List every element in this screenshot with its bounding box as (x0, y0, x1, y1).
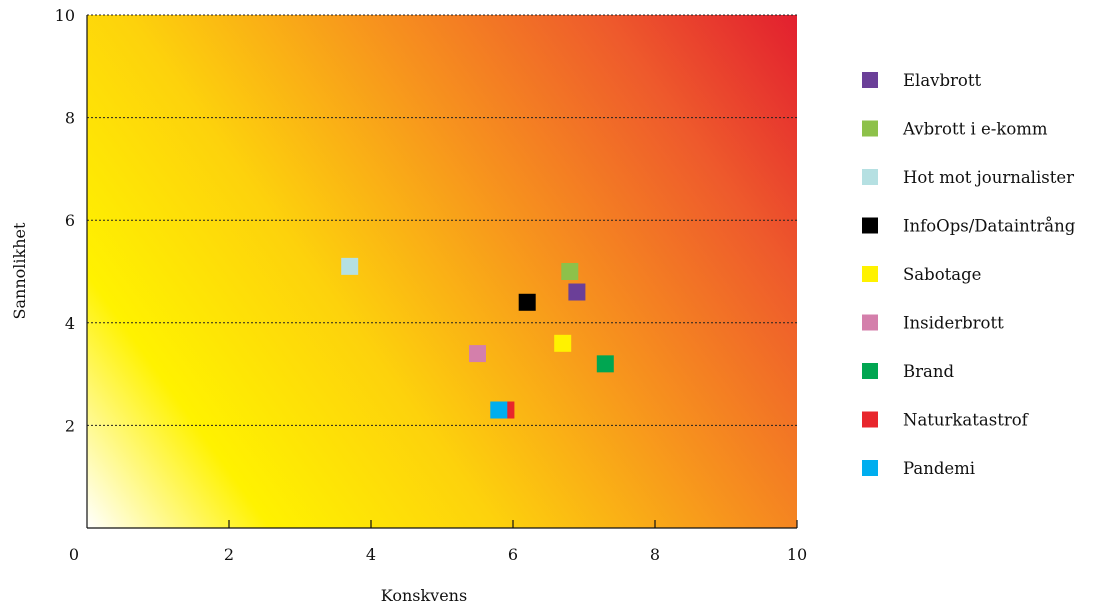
point-5 (469, 345, 486, 363)
x-tick-label-4: 8 (650, 545, 660, 564)
legend-swatch-5 (862, 314, 878, 331)
legend-swatch-8 (862, 460, 878, 476)
y-tick-label-2: 6 (65, 211, 75, 230)
point-0 (568, 283, 586, 301)
legend: Elavbrott Avbrott i e-komm Hot mot journal… (862, 71, 1076, 478)
legend-label-7: Naturkatastrof (903, 411, 1030, 430)
point-4 (554, 334, 572, 352)
legend-swatch-6 (862, 363, 878, 379)
legend-label-4: Sabotage (903, 265, 981, 284)
legend-label-3: InfoOps/Dataintrång (903, 217, 1076, 236)
legend-swatch-1 (862, 120, 878, 137)
y-tick-label-3: 8 (65, 109, 75, 128)
legend-label-1: Avbrott i e-komm (902, 120, 1048, 139)
plot-background (87, 15, 797, 528)
point-1 (561, 263, 579, 280)
x-tick-label-1: 2 (224, 545, 234, 564)
legend-swatch-4 (862, 266, 878, 282)
point-3 (518, 293, 536, 311)
legend-swatch-0 (862, 72, 878, 88)
data-points (341, 257, 614, 419)
point-8 (490, 401, 508, 419)
x-tick-label-0: 0 (69, 545, 79, 564)
legend-label-6: Brand (903, 362, 954, 381)
y-tick-label-0: 2 (65, 416, 75, 435)
legend-label-8: Pandemi (903, 459, 975, 478)
legend-swatch-2 (862, 169, 878, 185)
legend-label-2: Hot mot journalister (903, 168, 1074, 187)
legend-label-0: Elavbrott (903, 71, 981, 90)
y-tick-label-1: 4 (65, 314, 75, 333)
point-6 (596, 355, 614, 373)
point-2 (341, 257, 359, 275)
x-axis-title: Konskvens (381, 586, 467, 605)
x-tick-label-5: 10 (787, 545, 807, 564)
y-tick-label-4: 10 (55, 6, 75, 25)
legend-swatch-7 (862, 411, 878, 428)
legend-swatch-3 (862, 217, 878, 234)
tick-labels: 0 2 4 6 8 10 2 4 6 8 10 (55, 6, 808, 564)
x-tick-label-2: 4 (366, 545, 376, 564)
y-axis-title: Sannolikhet (10, 222, 29, 319)
legend-label-5: Insiderbrott (903, 314, 1004, 333)
x-tick-label-3: 6 (508, 545, 518, 564)
axes (86, 15, 798, 529)
